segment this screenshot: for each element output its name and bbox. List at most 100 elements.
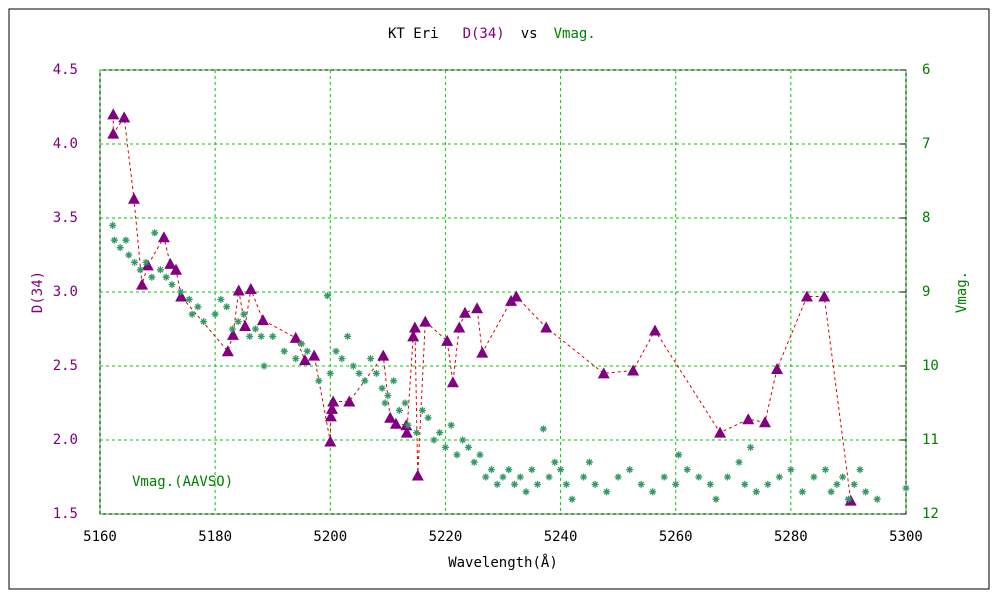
triangle-marker	[419, 315, 432, 327]
asterisk-marker	[162, 273, 170, 281]
asterisk-marker	[298, 340, 305, 348]
triangle-marker	[384, 411, 397, 423]
triangle-marker	[175, 290, 188, 302]
triangle-marker	[324, 410, 337, 422]
asterisk-marker	[545, 473, 553, 481]
asterisk-marker	[168, 281, 176, 289]
asterisk-marker	[447, 421, 455, 429]
asterisk-marker	[395, 406, 403, 414]
triangle-marker	[597, 367, 610, 379]
asterisk-marker	[833, 480, 841, 488]
asterisk-marker	[424, 414, 432, 422]
asterisk-marker	[516, 473, 524, 481]
x-tick-label: 5180	[198, 529, 232, 545]
asterisk-marker	[862, 488, 870, 496]
asterisk-marker	[706, 480, 714, 488]
y-tick-label: 3.5	[53, 210, 78, 226]
asterisk-marker	[539, 425, 547, 433]
asterisk-marker	[741, 480, 749, 488]
asterisk-marker	[712, 495, 720, 503]
asterisk-marker	[188, 310, 196, 318]
x-axis-label: Wavelength(Å)	[448, 554, 558, 571]
asterisk-marker	[355, 369, 363, 377]
y-tick-label: 4.0	[53, 136, 78, 152]
x-tick-label: 5280	[774, 529, 808, 545]
asterisk-marker	[211, 310, 219, 318]
triangle-marker	[758, 416, 771, 428]
asterisk-marker	[194, 303, 202, 311]
y2-tick-label: 7	[922, 136, 930, 152]
triangle-marker	[627, 364, 640, 376]
asterisk-marker	[200, 318, 208, 326]
triangle-marker	[308, 349, 321, 361]
asterisk-marker	[562, 480, 570, 488]
asterisk-marker	[850, 480, 858, 488]
triangle-marker	[343, 395, 356, 407]
asterisk-marker	[637, 480, 645, 488]
legend-label: Vmag.(AAVSO)	[132, 474, 233, 490]
asterisk-marker	[125, 251, 133, 259]
y2-tick-label: 11	[922, 432, 939, 448]
asterisk-marker	[116, 244, 124, 252]
asterisk-marker	[413, 429, 421, 437]
asterisk-marker	[683, 466, 691, 474]
asterisk-marker	[131, 258, 139, 266]
triangle-marker	[800, 290, 813, 302]
asterisk-marker	[747, 443, 755, 451]
x-tick-label: 5260	[659, 529, 693, 545]
triangle-marker	[107, 108, 120, 120]
x-tick-label: 5200	[313, 529, 347, 545]
triangle-marker	[818, 290, 831, 302]
asterisk-marker	[672, 480, 680, 488]
triangle-marker	[118, 111, 131, 123]
triangle-marker	[400, 426, 413, 438]
asterisk-marker	[839, 473, 847, 481]
asterisk-marker	[257, 332, 265, 340]
triangle-marker	[540, 321, 553, 333]
triangle-marker	[459, 306, 472, 318]
asterisk-marker	[557, 466, 565, 474]
triangle-marker	[169, 263, 182, 275]
asterisk-marker	[378, 384, 386, 392]
triangle-marker	[389, 417, 402, 429]
x-tick-label: 5160	[83, 529, 117, 545]
asterisk-marker	[418, 406, 426, 414]
asterisk-marker	[185, 295, 193, 303]
asterisk-marker	[844, 495, 852, 503]
triangle-marker	[127, 192, 140, 204]
triangle-marker	[244, 283, 257, 295]
triangle-marker	[648, 324, 661, 336]
asterisk-marker	[551, 458, 559, 466]
asterisk-marker	[585, 458, 593, 466]
asterisk-marker	[821, 466, 829, 474]
asterisk-marker	[349, 362, 357, 370]
y-tick-label: 3.0	[53, 284, 78, 300]
triangle-marker	[239, 320, 252, 332]
y2-tick-label: 6	[922, 62, 930, 78]
asterisk-marker	[436, 429, 444, 437]
y2-tick-label: 9	[922, 284, 930, 300]
triangle-marker	[408, 321, 421, 333]
asterisk-marker	[332, 347, 340, 355]
asterisk-marker	[810, 473, 818, 481]
chart-title: D(34)	[463, 26, 505, 42]
asterisk-marker	[122, 236, 130, 244]
asterisk-marker	[649, 488, 657, 496]
asterisk-marker	[361, 377, 369, 385]
asterisk-marker	[338, 355, 346, 363]
y-axis-label: D(34)	[30, 271, 46, 313]
y2-axis-label: Vmag.	[954, 271, 970, 313]
triangle-marker	[844, 494, 857, 506]
triangle-marker	[107, 127, 120, 139]
asterisk-marker	[580, 473, 588, 481]
asterisk-marker	[156, 266, 164, 274]
asterisk-marker	[151, 229, 159, 237]
triangle-marker	[327, 395, 340, 407]
triangle-marker	[441, 334, 454, 346]
asterisk-marker	[136, 266, 144, 274]
triangle-marker	[453, 321, 466, 333]
chart-title: Vmag.	[554, 26, 596, 42]
asterisk-marker	[260, 362, 268, 370]
asterisk-marker	[459, 436, 467, 444]
asterisk-marker	[470, 458, 478, 466]
